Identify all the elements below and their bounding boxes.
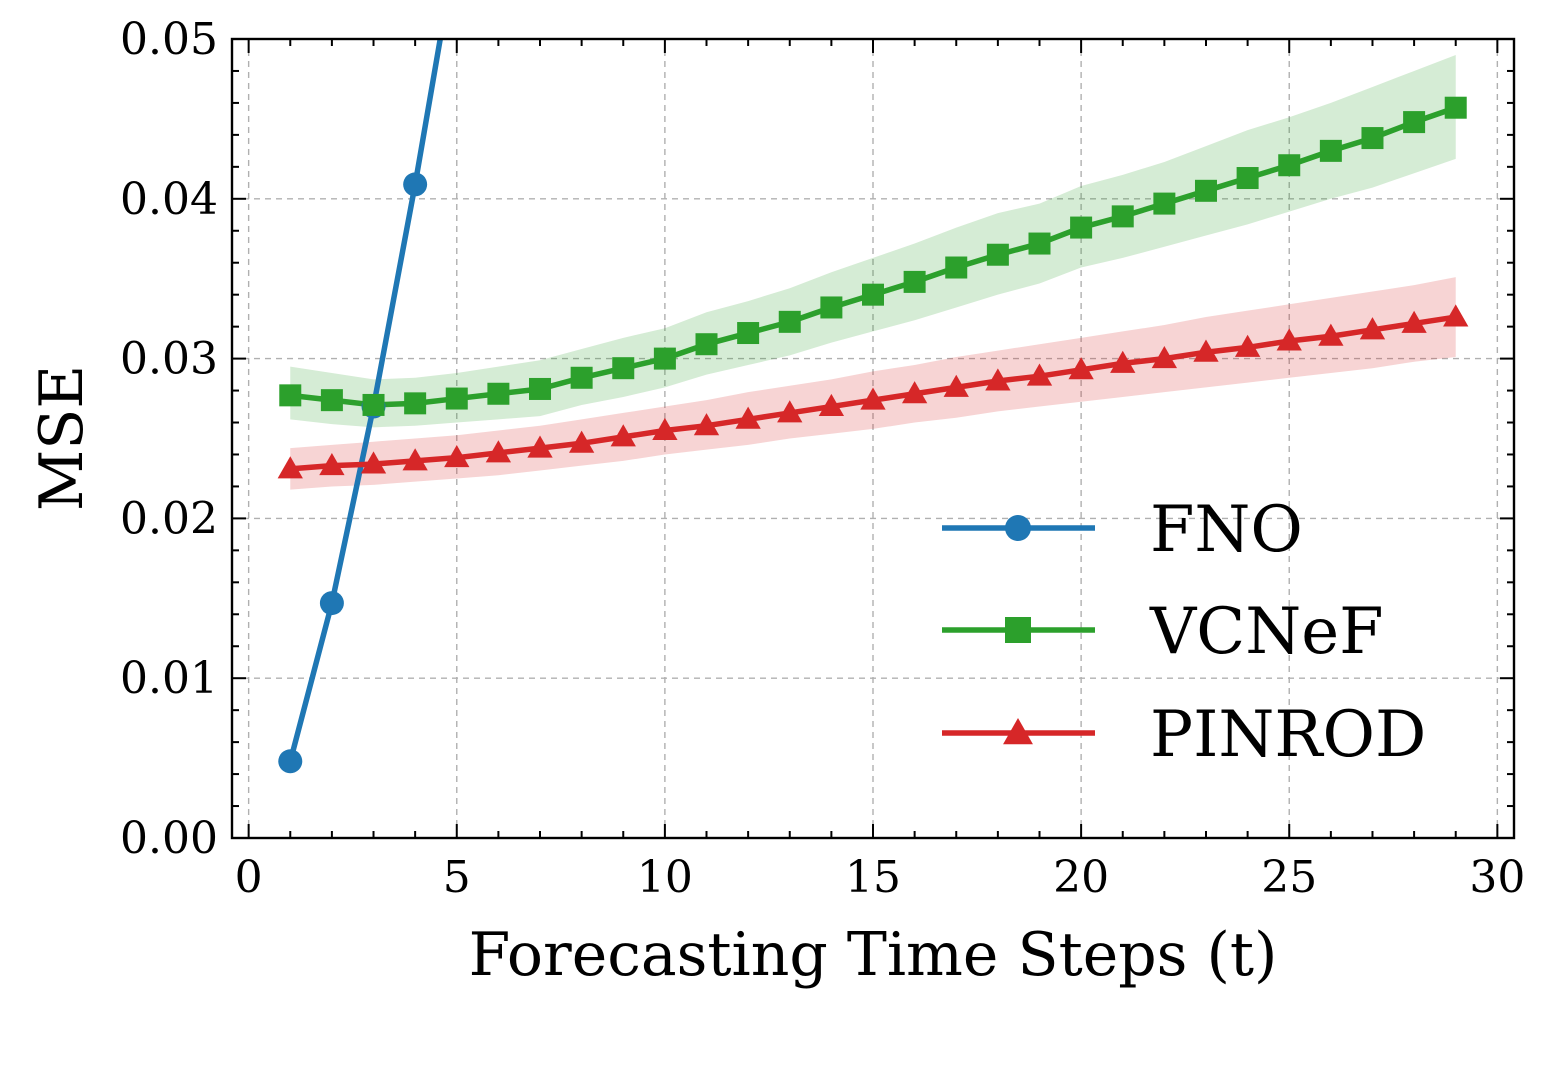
- vcnef-point: [570, 366, 593, 389]
- vcnef-point: [1070, 216, 1093, 239]
- pinrod-point: [818, 393, 845, 417]
- vcnef-point: [1153, 192, 1176, 215]
- legend-fno-marker: [1005, 515, 1031, 541]
- legend: FNO VCNeF PINROD: [942, 493, 1426, 772]
- legend-vcnef-marker: [1005, 617, 1031, 643]
- pinrod-point: [777, 400, 803, 423]
- fno-point: [278, 749, 303, 774]
- pinrod-point: [901, 381, 928, 404]
- axis-ticks: [232, 38, 1514, 839]
- pinrod-point: [1026, 363, 1053, 386]
- pinrod-point: [277, 456, 303, 479]
- vcnef-point: [1028, 232, 1051, 255]
- vcnef-point: [903, 270, 926, 293]
- pinrod-point: [1276, 328, 1302, 351]
- vcnef-point: [1194, 179, 1217, 202]
- vcnef-point: [320, 389, 343, 412]
- vcnef-point: [653, 347, 676, 370]
- pinrod-point: [444, 445, 470, 468]
- y-tick-label: 0.02: [120, 493, 218, 544]
- legend-fno-label: FNO: [1150, 493, 1303, 567]
- pinrod-point: [568, 430, 595, 453]
- fno-point: [403, 172, 428, 197]
- vcnef-point: [737, 322, 760, 345]
- series-markers: [277, 96, 1469, 774]
- vcnef-point: [529, 377, 552, 400]
- y-tick-label: 0.01: [120, 653, 218, 704]
- pinrod-point: [693, 413, 720, 436]
- y-tick-label: 0.05: [120, 14, 218, 65]
- y-tick-label: 0.03: [120, 334, 218, 385]
- pinrod-point: [1401, 310, 1427, 333]
- pinrod-point: [485, 440, 512, 463]
- x-tick-label: 25: [1261, 852, 1317, 903]
- pinrod-point: [1443, 304, 1469, 327]
- vcnef-point: [1319, 139, 1342, 162]
- legend-pinrod-marker: [1003, 718, 1033, 745]
- pinrod-point: [402, 448, 428, 471]
- pinrod-point: [1151, 345, 1178, 369]
- x-axis-label: Forecasting Time Steps (t): [469, 920, 1278, 990]
- y-tick-label: 0.04: [120, 174, 218, 225]
- x-tick-label: 0: [235, 852, 263, 903]
- vcnef-point: [778, 310, 801, 333]
- pinrod-point: [1068, 357, 1094, 380]
- vcnef-point: [1444, 96, 1467, 119]
- vcnef-point: [445, 387, 468, 410]
- y-axis-label: MSE: [27, 365, 97, 511]
- pinrod-point: [360, 451, 387, 474]
- y-tick-label: 0.00: [120, 813, 218, 864]
- pinrod-point: [652, 417, 678, 440]
- vcnef-point: [1361, 127, 1384, 150]
- fno-point: [319, 591, 344, 616]
- tick-labels: 0 5 10 15 20 25 30 0.00 0.01 0.02 0.03 0.04 0.05: [120, 14, 1525, 903]
- vcnef-point: [1111, 205, 1134, 228]
- x-tick-label: 20: [1053, 852, 1109, 903]
- vcnef-point: [1278, 154, 1301, 177]
- pinrod-point: [1318, 323, 1344, 346]
- pinrod-point: [735, 406, 761, 429]
- x-tick-label: 5: [443, 852, 471, 903]
- pinrod-point: [860, 387, 886, 410]
- x-tick-label: 10: [637, 852, 693, 903]
- pinrod-point: [610, 424, 636, 447]
- pinrod-point: [1359, 317, 1386, 340]
- vcnef-point: [986, 243, 1009, 266]
- vcnef-point: [612, 357, 635, 380]
- vcnef-point: [279, 384, 302, 407]
- vcnef-point: [362, 393, 385, 416]
- pinrod-point: [1193, 339, 1219, 362]
- vcnef-point: [1403, 111, 1426, 134]
- pinrod-point: [1234, 334, 1261, 357]
- vcnef-point: [1236, 167, 1259, 190]
- vcnef-point: [487, 382, 510, 405]
- legend-pinrod-label: PINROD: [1150, 698, 1426, 772]
- vcnef-point: [820, 296, 843, 319]
- pinrod-point: [985, 368, 1011, 391]
- pinrod-point: [527, 435, 553, 458]
- x-tick-label: 15: [845, 852, 901, 903]
- vcnef-point: [862, 283, 884, 306]
- pinrod-point: [319, 453, 345, 476]
- vcnef-point: [404, 392, 427, 415]
- x-tick-label: 30: [1469, 852, 1525, 903]
- pinrod-point: [1110, 350, 1136, 373]
- vcnef-band: [290, 54, 1456, 428]
- legend-vcnef-label: VCNeF: [1149, 595, 1383, 669]
- pinrod-point: [943, 374, 969, 397]
- vcnef-point: [945, 256, 968, 279]
- vcnef-point: [695, 333, 718, 356]
